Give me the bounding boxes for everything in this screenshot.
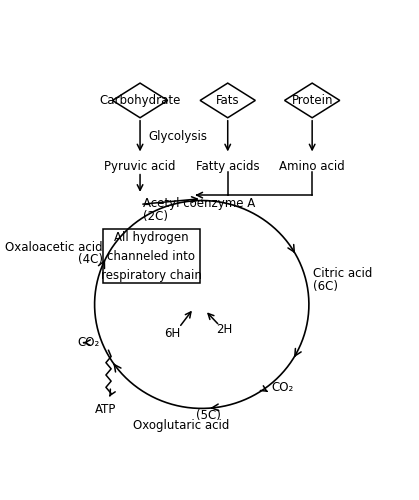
Text: Carbohydrate: Carbohydrate <box>99 94 181 107</box>
Text: Fatty acids: Fatty acids <box>196 160 259 173</box>
Text: All hydrogen
channeled into
respiratory chain: All hydrogen channeled into respiratory … <box>101 231 202 282</box>
Bar <box>103 230 200 283</box>
Text: 2H: 2H <box>216 323 233 336</box>
Text: (2C): (2C) <box>143 210 168 223</box>
Text: Amino acid: Amino acid <box>279 160 345 173</box>
Text: Citric acid: Citric acid <box>313 267 373 280</box>
Text: 6H: 6H <box>164 327 181 340</box>
Text: CO₂: CO₂ <box>272 381 294 394</box>
Text: Oxoglutaric acid: Oxoglutaric acid <box>133 419 230 432</box>
Text: Fats: Fats <box>216 94 240 107</box>
Text: Pyruvic acid: Pyruvic acid <box>104 160 176 173</box>
Text: (5C): (5C) <box>196 409 221 422</box>
Text: CO₂: CO₂ <box>77 336 99 349</box>
Text: Protein: Protein <box>291 94 333 107</box>
Text: (4C): (4C) <box>78 252 103 266</box>
Text: Glycolysis: Glycolysis <box>148 130 207 142</box>
Text: Acetyl coenzyme A: Acetyl coenzyme A <box>143 198 256 210</box>
Text: ATP: ATP <box>95 403 116 416</box>
Text: Oxaloacetic acid: Oxaloacetic acid <box>5 241 103 254</box>
Text: (6C): (6C) <box>313 280 339 292</box>
